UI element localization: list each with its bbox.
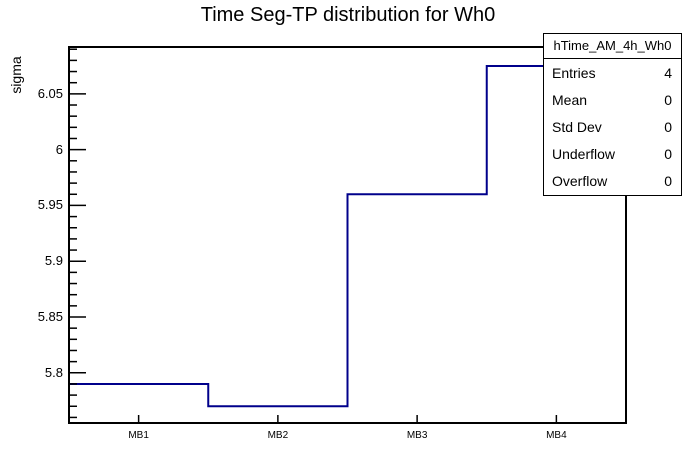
stats-row-mean: Mean 0 xyxy=(544,86,681,113)
stats-row-entries: Entries 4 xyxy=(544,59,681,86)
stats-value: 4 xyxy=(664,64,672,81)
stats-label: Entries xyxy=(552,64,596,81)
stats-row-underflow: Underflow 0 xyxy=(544,141,681,168)
stats-value: 0 xyxy=(664,91,672,108)
stats-label: Mean xyxy=(552,91,588,108)
stats-value: 0 xyxy=(664,119,672,135)
stats-label: Overflow xyxy=(552,173,608,190)
chart-title: Time Seg-TP distribution for Wh0 xyxy=(200,4,496,26)
stats-rows: Entries 4 Mean 0 Std Dev 0 Underflow 0 O… xyxy=(544,59,681,195)
stats-label: Std Dev xyxy=(552,119,602,135)
plot-frame xyxy=(68,46,627,424)
stats-box-title: hTime_AM_4h_Wh0 xyxy=(544,34,681,59)
stats-row-stddev: Std Dev 0 xyxy=(544,113,681,140)
stats-row-overflow: Overflow 0 xyxy=(544,168,681,195)
stats-label: Underflow xyxy=(552,146,616,163)
stats-value: 0 xyxy=(664,146,672,163)
stats-box: hTime_AM_4h_Wh0 Entries 4 Mean 0 Std Dev… xyxy=(543,33,682,196)
stats-value: 0 xyxy=(664,173,672,190)
